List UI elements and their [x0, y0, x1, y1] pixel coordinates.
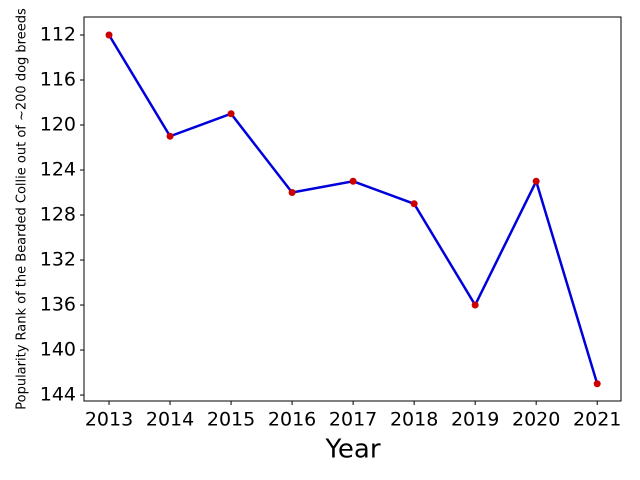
- x-tick-label: 2018: [390, 409, 438, 431]
- plot-frame: [83, 16, 622, 402]
- y-tick-label: 132: [40, 249, 76, 271]
- x-tick-label: 2014: [146, 409, 194, 431]
- y-tick-label: 136: [40, 294, 76, 316]
- data-point: [532, 177, 540, 185]
- y-tick-label: 140: [40, 339, 76, 361]
- y-tick-label: 128: [40, 204, 76, 226]
- y-tick-label: 124: [40, 159, 76, 181]
- data-point: [593, 380, 601, 388]
- x-tick-label: 2021: [573, 409, 621, 431]
- x-tick-label: 2016: [268, 409, 316, 431]
- x-tick-label: 2017: [329, 409, 377, 431]
- x-tick-label: 2015: [207, 409, 255, 431]
- data-point: [166, 132, 174, 140]
- data-point: [105, 31, 113, 39]
- x-tick-label: 2013: [85, 409, 133, 431]
- y-axis-label: Popularity Rank of the Bearded Collie ou…: [15, 8, 30, 410]
- y-tick-label: 144: [40, 384, 76, 406]
- data-point: [471, 301, 479, 309]
- x-tick-label: 2019: [451, 409, 499, 431]
- y-tick-label: 116: [40, 69, 76, 91]
- x-axis-label: Year: [324, 435, 380, 465]
- data-point: [227, 110, 235, 118]
- data-point: [410, 200, 418, 208]
- x-tick-label: 2020: [512, 409, 560, 431]
- data-point: [288, 189, 296, 197]
- y-tick-label: 120: [40, 114, 76, 136]
- y-tick-label: 112: [40, 24, 76, 46]
- data-line: [107, 34, 599, 385]
- data-point: [349, 177, 357, 185]
